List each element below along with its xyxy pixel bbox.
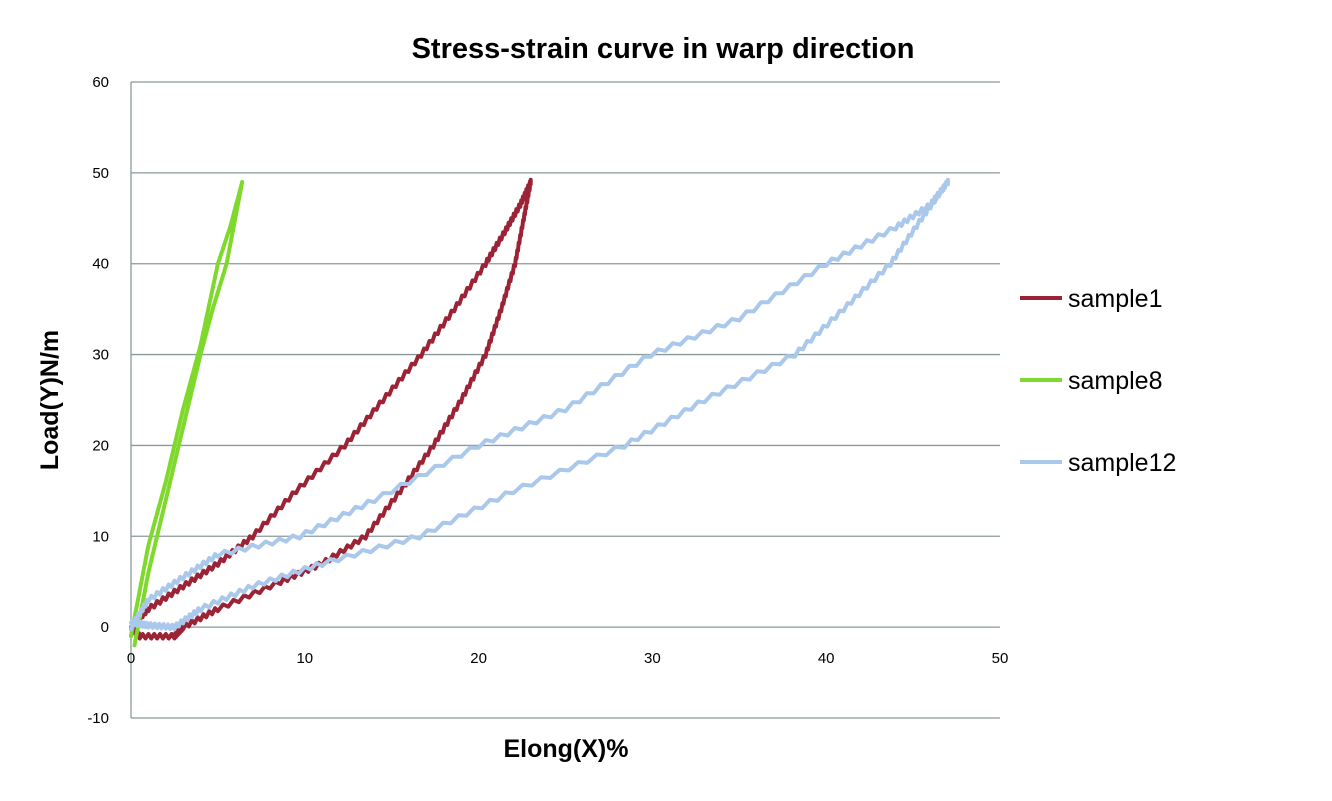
y-tick-label: 0 [101,619,109,636]
legend-label-sample12: sample12 [1068,449,1176,477]
x-tick-label: 40 [818,650,835,667]
series-line-sample12 [129,177,950,632]
x-tick-label: 10 [296,650,313,667]
y-tick-label: 60 [92,74,109,91]
y-tick-labels: -10 0 10 20 30 40 50 60 [87,74,109,727]
y-tick-label: 40 [92,256,109,273]
x-tick-label: 30 [644,650,661,667]
legend: sample1 sample8 sample12 [1020,285,1176,477]
x-tick-label: 0 [127,650,135,667]
series-line-sample8 [129,179,245,648]
x-tick-labels: 0 10 20 30 40 50 [127,650,1009,667]
legend-label-sample8: sample8 [1068,367,1163,395]
y-tick-label: 10 [92,528,109,545]
x-tick-label: 50 [992,650,1009,667]
y-tick-label: 20 [92,437,109,454]
y-tick-label: -10 [87,710,109,727]
series-line-sample1 [129,177,533,641]
series-lines [129,177,950,648]
x-tick-label: 20 [470,650,487,667]
y-tick-label: 30 [92,347,109,364]
chart-title: Stress-strain curve in warp direction [412,33,915,65]
y-tick-label: 50 [92,165,109,182]
x-axis-label: Elong(X)% [504,735,629,763]
legend-label-sample1: sample1 [1068,285,1163,313]
y-axis-label: Load(Y)N/m [36,330,64,470]
gridlines [130,81,1000,719]
